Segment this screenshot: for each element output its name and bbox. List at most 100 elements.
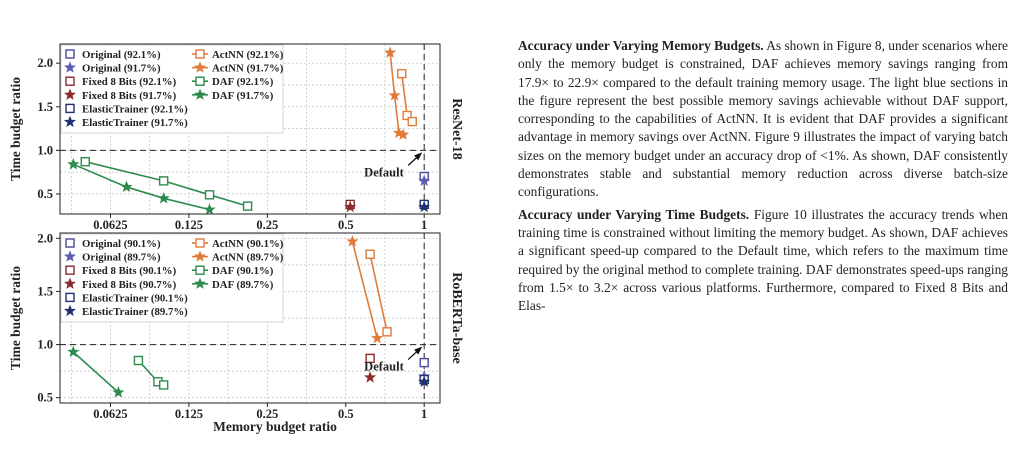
default-annotation: Default <box>364 360 404 374</box>
legend-entry: Original (91.7%) <box>63 61 161 75</box>
legend-label: Fixed 8 Bits (90.1%) <box>82 265 177 277</box>
legend-entry: Original (89.7%) <box>63 250 161 264</box>
y-tick-label: 1.5 <box>37 284 53 298</box>
x-tick-label: 0.0625 <box>93 218 127 232</box>
y-tick-label: 2.0 <box>37 56 53 70</box>
series <box>365 353 375 364</box>
legend-entry: ActNN (92.1%) <box>192 49 284 61</box>
x-tick-label: 0.125 <box>175 407 203 421</box>
legend-entry: Fixed 8 Bits (90.1%) <box>65 265 177 277</box>
legend-marker <box>63 115 77 128</box>
legend-marker <box>65 49 75 59</box>
x-axis-label: Memory budget ratio <box>213 419 337 434</box>
data-point <box>397 68 407 79</box>
legend-marker <box>65 265 75 275</box>
paragraph-heading: Accuracy under Varying Memory Budgets. <box>518 38 764 53</box>
y-tick-label: 1.0 <box>37 143 53 157</box>
legend: Original (92.1%)Original (91.7%)Fixed 8 … <box>60 44 284 134</box>
legend-entry: Original (90.1%) <box>65 238 161 250</box>
legend-label: DAF (92.1%) <box>212 76 274 88</box>
data-point <box>204 190 215 200</box>
legend-box <box>60 233 284 323</box>
data-point <box>157 191 170 204</box>
data-point <box>382 327 392 337</box>
data-point <box>364 371 377 383</box>
paragraph-heading: Accuracy under Varying Time Budgets. <box>518 206 750 222</box>
paragraph-body: Figure 10 illustrates the accuracy trend… <box>518 206 1008 314</box>
data-point <box>158 176 169 186</box>
legend-marker <box>195 265 205 275</box>
series <box>67 157 216 215</box>
y-tick-label: 0.5 <box>37 391 53 405</box>
legend-entry: DAF (92.1%) <box>192 76 274 88</box>
legend-label: Original (89.7%) <box>82 252 161 264</box>
data-point <box>418 200 431 213</box>
x-tick-label: 0.125 <box>175 218 203 232</box>
legend-label: ActNN (89.7%) <box>212 252 284 264</box>
y-axis-label: Time budget ratio <box>8 266 23 370</box>
legend-label: Fixed 8 Bits (92.1%) <box>82 76 177 88</box>
series <box>397 68 417 127</box>
legend-entry: ActNN (90.1%) <box>192 238 284 250</box>
paragraph-time: Accuracy under Varying Time Budgets. Fig… <box>518 206 1008 316</box>
series-line <box>351 241 378 339</box>
series <box>365 249 392 337</box>
series <box>80 156 253 211</box>
data-point <box>67 157 80 170</box>
legend-marker <box>195 76 205 86</box>
legend-box <box>60 44 284 134</box>
data-point <box>365 353 375 364</box>
x-tick-label: 1 <box>421 218 427 232</box>
y-axis-label: Time budget ratio <box>8 77 23 181</box>
series-line <box>73 163 210 211</box>
series <box>419 357 429 368</box>
legend-marker <box>63 277 77 289</box>
x-tick-label: 0.25 <box>256 218 278 232</box>
default-annotation: Default <box>364 165 404 179</box>
x-tick-label: 0.5 <box>338 218 354 232</box>
series <box>418 174 431 186</box>
legend-marker <box>63 304 77 317</box>
legend-marker <box>65 103 75 114</box>
series <box>346 235 384 344</box>
annotation-arrowhead <box>414 346 423 355</box>
data-point <box>365 249 375 259</box>
legend-marker <box>193 88 207 100</box>
legend-entry: Fixed 8 Bits (92.1%) <box>65 76 177 88</box>
legend-marker <box>193 277 207 289</box>
data-point <box>67 345 80 358</box>
axes-frame <box>59 232 441 404</box>
legend-label: DAF (90.1%) <box>212 265 274 277</box>
axes-frame <box>59 43 441 215</box>
y-tick-label: 1.5 <box>37 100 53 114</box>
legend-marker <box>63 61 77 73</box>
data-point <box>242 201 253 211</box>
series <box>384 46 410 140</box>
data-point <box>203 203 216 215</box>
model-label: RoBERTa-base <box>449 272 464 364</box>
legend-label: ElasticTrainer (92.1%) <box>82 103 188 115</box>
data-point <box>402 110 412 121</box>
legend-label: Original (91.7%) <box>82 63 161 75</box>
legend-label: ActNN (92.1%) <box>212 49 284 61</box>
legend-entry: ElasticTrainer (91.7%) <box>63 115 188 129</box>
x-tick-label: 1 <box>421 407 427 421</box>
legend-entry: ElasticTrainer (90.1%) <box>65 292 188 304</box>
legend-label: DAF (91.7%) <box>212 90 274 102</box>
series <box>133 355 169 390</box>
legend-entry: ElasticTrainer (92.1%) <box>65 103 188 115</box>
series <box>67 345 125 398</box>
series-line <box>369 254 388 332</box>
data-point <box>346 235 359 247</box>
legend-marker <box>63 88 77 100</box>
x-tick-label: 0.5 <box>338 407 354 421</box>
data-point <box>133 355 144 366</box>
series <box>418 200 431 213</box>
legend-marker <box>65 292 75 303</box>
legend-marker <box>195 238 205 248</box>
series <box>418 375 431 387</box>
legend-marker <box>65 238 75 248</box>
legend-entry: DAF (89.7%) <box>192 277 274 291</box>
paragraph-memory: Accuracy under Varying Memory Budgets. A… <box>518 37 1008 202</box>
annotation-arrowhead <box>414 152 423 161</box>
